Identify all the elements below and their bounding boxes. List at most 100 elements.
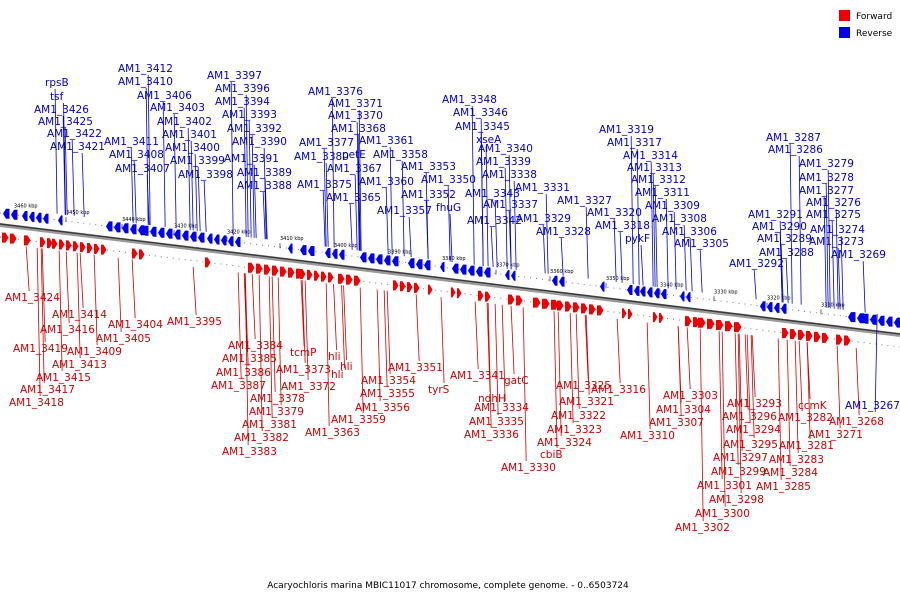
forward-gene-label[interactable]: AM1_3294 xyxy=(726,424,781,436)
forward-gene-label[interactable]: AM1_3324 xyxy=(537,437,592,449)
forward-gene-arrow[interactable] xyxy=(288,267,295,278)
reverse-gene-arrow[interactable] xyxy=(760,301,766,312)
forward-gene-arrow[interactable] xyxy=(836,334,843,345)
forward-gene-arrow[interactable] xyxy=(822,332,829,343)
reverse-gene-label[interactable]: AM1_3392 xyxy=(227,123,282,135)
reverse-gene-label[interactable]: AM1_3391 xyxy=(224,153,279,165)
forward-gene-label[interactable]: AM1_3418 xyxy=(9,397,64,409)
forward-gene-arrow[interactable] xyxy=(685,316,692,327)
forward-gene-label[interactable]: AM1_3405 xyxy=(96,333,151,345)
reverse-gene-arrow[interactable] xyxy=(207,233,213,244)
forward-gene-label[interactable]: ndhH xyxy=(478,393,506,405)
reverse-gene-label[interactable]: AM1_3338 xyxy=(482,169,537,181)
forward-gene-arrow[interactable] xyxy=(139,249,145,260)
reverse-gene-label[interactable]: AM1_3292 xyxy=(729,258,784,270)
reverse-gene-arrow[interactable] xyxy=(654,288,660,299)
reverse-gene-arrow[interactable] xyxy=(214,234,220,245)
forward-gene-arrow[interactable] xyxy=(407,282,413,293)
reverse-gene-label[interactable]: AM1_3348 xyxy=(442,94,497,106)
forward-gene-arrow[interactable] xyxy=(508,294,515,305)
reverse-gene-arrow[interactable] xyxy=(552,275,558,286)
forward-gene-label[interactable]: AM1_3334 xyxy=(474,402,529,414)
reverse-gene-label[interactable]: AM1_3388 xyxy=(237,180,292,192)
reverse-gene-label[interactable]: AM1_3380 xyxy=(294,151,349,163)
reverse-gene-label[interactable]: AM1_3410 xyxy=(118,76,173,88)
reverse-gene-arrow[interactable] xyxy=(894,317,900,328)
reverse-gene-label[interactable]: AM1_3319 xyxy=(599,124,654,136)
reverse-gene-label[interactable]: AM1_3353 xyxy=(401,161,456,173)
forward-gene-label[interactable]: hli xyxy=(340,361,353,373)
reverse-gene-arrow[interactable] xyxy=(3,208,10,219)
forward-gene-arrow[interactable] xyxy=(798,329,805,340)
forward-gene-label[interactable]: AM1_3356 xyxy=(355,402,410,414)
reverse-gene-arrow[interactable] xyxy=(22,211,28,222)
reverse-gene-label[interactable]: AM1_3267 xyxy=(845,400,900,412)
reverse-gene-arrow[interactable] xyxy=(647,287,653,298)
forward-gene-arrow[interactable] xyxy=(457,288,462,299)
reverse-gene-arrow[interactable] xyxy=(511,270,516,281)
reverse-gene-label[interactable]: AM1_3376 xyxy=(308,86,363,98)
reverse-gene-label[interactable]: AM1_3346 xyxy=(453,107,508,119)
forward-gene-arrow[interactable] xyxy=(790,328,797,339)
forward-gene-arrow[interactable] xyxy=(66,240,72,251)
reverse-gene-label[interactable]: AM1_3361 xyxy=(359,135,414,147)
forward-gene-arrow[interactable] xyxy=(628,309,633,320)
reverse-gene-label[interactable]: AM1_3401 xyxy=(162,129,217,141)
reverse-gene-label[interactable]: AM1_3291 xyxy=(748,209,803,221)
reverse-gene-label[interactable]: AM1_3287 xyxy=(766,132,821,144)
forward-gene-label[interactable]: AM1_3336 xyxy=(464,429,519,441)
reverse-gene-label[interactable]: AM1_3342 xyxy=(467,215,522,227)
reverse-gene-label[interactable]: AM1_3275 xyxy=(806,209,861,221)
forward-gene-label[interactable]: AM1_3416 xyxy=(40,324,95,336)
reverse-gene-label[interactable]: AM1_3305 xyxy=(674,238,729,250)
reverse-gene-arrow[interactable] xyxy=(452,263,459,274)
forward-gene-arrow[interactable] xyxy=(52,238,58,249)
reverse-gene-label[interactable]: AM1_3350 xyxy=(421,174,476,186)
forward-gene-arrow[interactable] xyxy=(101,244,107,255)
forward-gene-label[interactable]: AM1_3310 xyxy=(620,430,675,442)
reverse-gene-arrow[interactable] xyxy=(158,227,165,238)
forward-gene-arrow[interactable] xyxy=(542,298,550,309)
reverse-gene-label[interactable]: petE xyxy=(342,149,366,161)
reverse-gene-label[interactable]: AM1_3407 xyxy=(115,163,170,175)
reverse-gene-arrow[interactable] xyxy=(221,235,227,246)
forward-gene-label[interactable]: AM1_3296 xyxy=(722,411,777,423)
forward-gene-label[interactable]: ccmK xyxy=(798,400,828,412)
forward-gene-label[interactable]: AM1_3354 xyxy=(361,375,416,387)
reverse-gene-arrow[interactable] xyxy=(300,245,307,256)
forward-gene-label[interactable]: AM1_3355 xyxy=(360,388,415,400)
reverse-gene-arrow[interactable] xyxy=(235,237,241,248)
reverse-gene-arrow[interactable] xyxy=(686,292,691,303)
reverse-gene-arrow[interactable] xyxy=(848,312,856,323)
forward-gene-arrow[interactable] xyxy=(256,263,263,274)
reverse-gene-arrow[interactable] xyxy=(384,255,391,266)
forward-gene-label[interactable]: AM1_3282 xyxy=(778,412,833,424)
forward-gene-label[interactable]: cbiB xyxy=(540,449,563,461)
reverse-gene-label[interactable]: AM1_3360 xyxy=(359,176,414,188)
forward-gene-label[interactable]: AM1_3299 xyxy=(711,466,766,478)
reverse-gene-label[interactable]: AM1_3370 xyxy=(328,110,383,122)
forward-gene-arrow[interactable] xyxy=(581,303,588,314)
reverse-gene-arrow[interactable] xyxy=(29,211,35,222)
reverse-gene-label[interactable]: AM1_3290 xyxy=(752,221,807,233)
reverse-gene-arrow[interactable] xyxy=(886,316,893,327)
forward-gene-label[interactable]: AM1_3413 xyxy=(52,359,107,371)
forward-gene-arrow[interactable] xyxy=(844,335,851,346)
forward-gene-arrow[interactable] xyxy=(80,242,86,253)
forward-gene-label[interactable]: AM1_3381 xyxy=(242,419,297,431)
reverse-gene-label[interactable]: AM1_3375 xyxy=(297,179,352,191)
reverse-gene-label[interactable]: AM1_3320 xyxy=(587,207,642,219)
forward-gene-label[interactable]: AM1_3382 xyxy=(234,432,289,444)
reverse-gene-label[interactable]: AM1_3328 xyxy=(536,226,591,238)
reverse-gene-arrow[interactable] xyxy=(114,222,121,233)
reverse-gene-arrow[interactable] xyxy=(43,213,49,224)
reverse-gene-label[interactable]: AM1_3397 xyxy=(207,70,262,82)
forward-gene-label[interactable]: AM1_3295 xyxy=(723,439,778,451)
forward-gene-label[interactable]: AM1_3335 xyxy=(469,416,524,428)
reverse-gene-arrow[interactable] xyxy=(559,276,565,287)
forward-gene-arrow[interactable] xyxy=(393,280,399,291)
forward-gene-arrow[interactable] xyxy=(716,319,724,330)
forward-gene-label[interactable]: AM1_3303 xyxy=(663,390,718,402)
forward-gene-label[interactable]: AM1_3419 xyxy=(13,343,68,355)
reverse-gene-label[interactable]: AM1_3288 xyxy=(759,247,814,259)
